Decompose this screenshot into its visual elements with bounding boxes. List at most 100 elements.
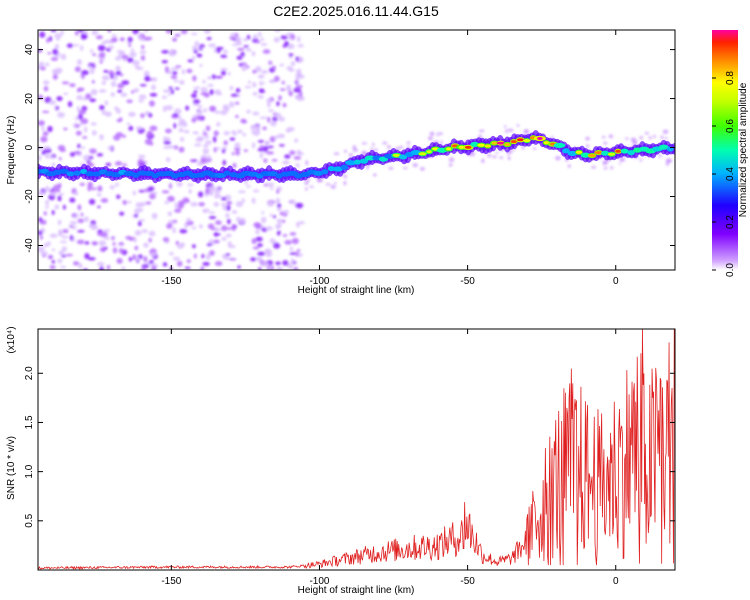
noise-speckle <box>128 256 133 262</box>
noise-speckle <box>151 84 156 91</box>
noise-speckle <box>194 143 202 147</box>
colorbar-gradient <box>712 30 738 270</box>
noise-speckle <box>215 75 223 79</box>
noise-speckle <box>134 245 139 251</box>
noise-speckle <box>252 91 258 96</box>
noise-speckle <box>52 48 59 55</box>
noise-speckle <box>148 112 153 118</box>
noise-speckle <box>213 146 217 153</box>
noise-speckle <box>114 161 123 166</box>
noise-speckle <box>250 257 257 262</box>
noise-speckle <box>182 122 188 128</box>
noise-speckle <box>343 180 347 186</box>
noise-speckle <box>272 215 276 219</box>
noise-speckle <box>233 147 241 151</box>
noise-speckle <box>491 155 498 159</box>
noise-speckle <box>176 181 183 187</box>
noise-speckle <box>83 126 88 133</box>
noise-speckle <box>146 130 153 137</box>
noise-speckle <box>138 218 146 222</box>
noise-speckle <box>121 80 130 85</box>
noise-speckle <box>149 125 158 131</box>
noise-speckle <box>632 140 638 145</box>
noise-speckle <box>60 53 67 60</box>
ridge-core <box>575 150 583 154</box>
noise-speckle <box>91 241 99 246</box>
noise-speckle <box>54 204 60 210</box>
noise-speckle <box>83 216 90 223</box>
noise-speckle <box>207 155 211 161</box>
noise-speckle <box>223 131 230 136</box>
noise-speckle <box>291 237 299 245</box>
ridge-core <box>504 143 511 147</box>
x-tick-label: 0 <box>613 276 619 287</box>
noise-speckle <box>89 148 97 154</box>
noise-speckle <box>165 105 173 111</box>
noise-speckle <box>298 253 303 257</box>
noise-speckle <box>366 166 369 170</box>
noise-speckle <box>88 155 94 160</box>
y-tick-label: 40 <box>24 44 35 56</box>
colorbar-label: Normalized spectral amplitude <box>738 82 749 217</box>
noise-speckle <box>190 159 198 163</box>
noise-speckle <box>255 66 262 73</box>
noise-speckle <box>198 202 205 207</box>
noise-speckle <box>69 220 78 225</box>
noise-speckle <box>98 240 107 247</box>
noise-speckle <box>260 42 268 46</box>
noise-speckle <box>419 166 425 171</box>
noise-speckle <box>236 48 245 51</box>
noise-speckle <box>122 58 128 62</box>
noise-speckle <box>144 36 153 41</box>
noise-speckle <box>603 167 608 170</box>
noise-speckle <box>251 129 255 135</box>
ridge-blob <box>340 164 349 170</box>
noise-speckle <box>266 98 272 104</box>
noise-speckle <box>295 202 304 209</box>
noise-speckle <box>226 227 233 230</box>
noise-speckle <box>91 187 97 191</box>
noise-speckle <box>296 150 301 154</box>
noise-speckle <box>148 230 156 237</box>
noise-speckle <box>118 248 124 254</box>
noise-speckle <box>231 210 238 214</box>
noise-speckle <box>92 53 97 56</box>
noise-speckle <box>79 45 84 51</box>
noise-speckle <box>352 145 357 150</box>
noise-speckle <box>285 128 292 133</box>
noise-speckle <box>131 90 135 94</box>
noise-speckle <box>230 130 237 135</box>
x-tick-label: -50 <box>460 276 475 287</box>
noise-speckle <box>252 69 257 74</box>
noise-speckle <box>57 233 64 237</box>
noise-speckle <box>78 109 87 115</box>
noise-speckle <box>38 154 42 161</box>
noise-speckle <box>135 126 143 130</box>
noise-speckle <box>45 62 50 67</box>
noise-speckle <box>281 219 286 223</box>
noise-speckle <box>178 128 184 133</box>
noise-speckle <box>116 108 121 114</box>
noise-speckle <box>259 145 265 149</box>
noise-speckle <box>254 229 260 235</box>
colorbar-tick-label: 0.0 <box>725 263 736 277</box>
noise-speckle <box>195 115 203 121</box>
noise-speckle <box>48 35 53 42</box>
noise-speckle <box>130 48 135 53</box>
noise-speckle <box>221 225 228 232</box>
noise-speckle <box>165 157 171 163</box>
noise-speckle <box>402 166 409 170</box>
ridge-core <box>491 141 497 145</box>
noise-speckle <box>235 150 240 156</box>
noise-speckle <box>279 211 285 216</box>
noise-speckle <box>227 244 236 249</box>
noise-speckle <box>107 146 114 150</box>
noise-speckle <box>143 242 149 248</box>
noise-speckle <box>69 197 76 203</box>
noise-speckle <box>247 80 251 84</box>
noise-speckle <box>429 131 435 137</box>
noise-speckle <box>231 152 235 156</box>
noise-speckle <box>57 258 63 264</box>
noise-speckle <box>279 63 284 67</box>
spectrogram-frame <box>37 29 676 271</box>
